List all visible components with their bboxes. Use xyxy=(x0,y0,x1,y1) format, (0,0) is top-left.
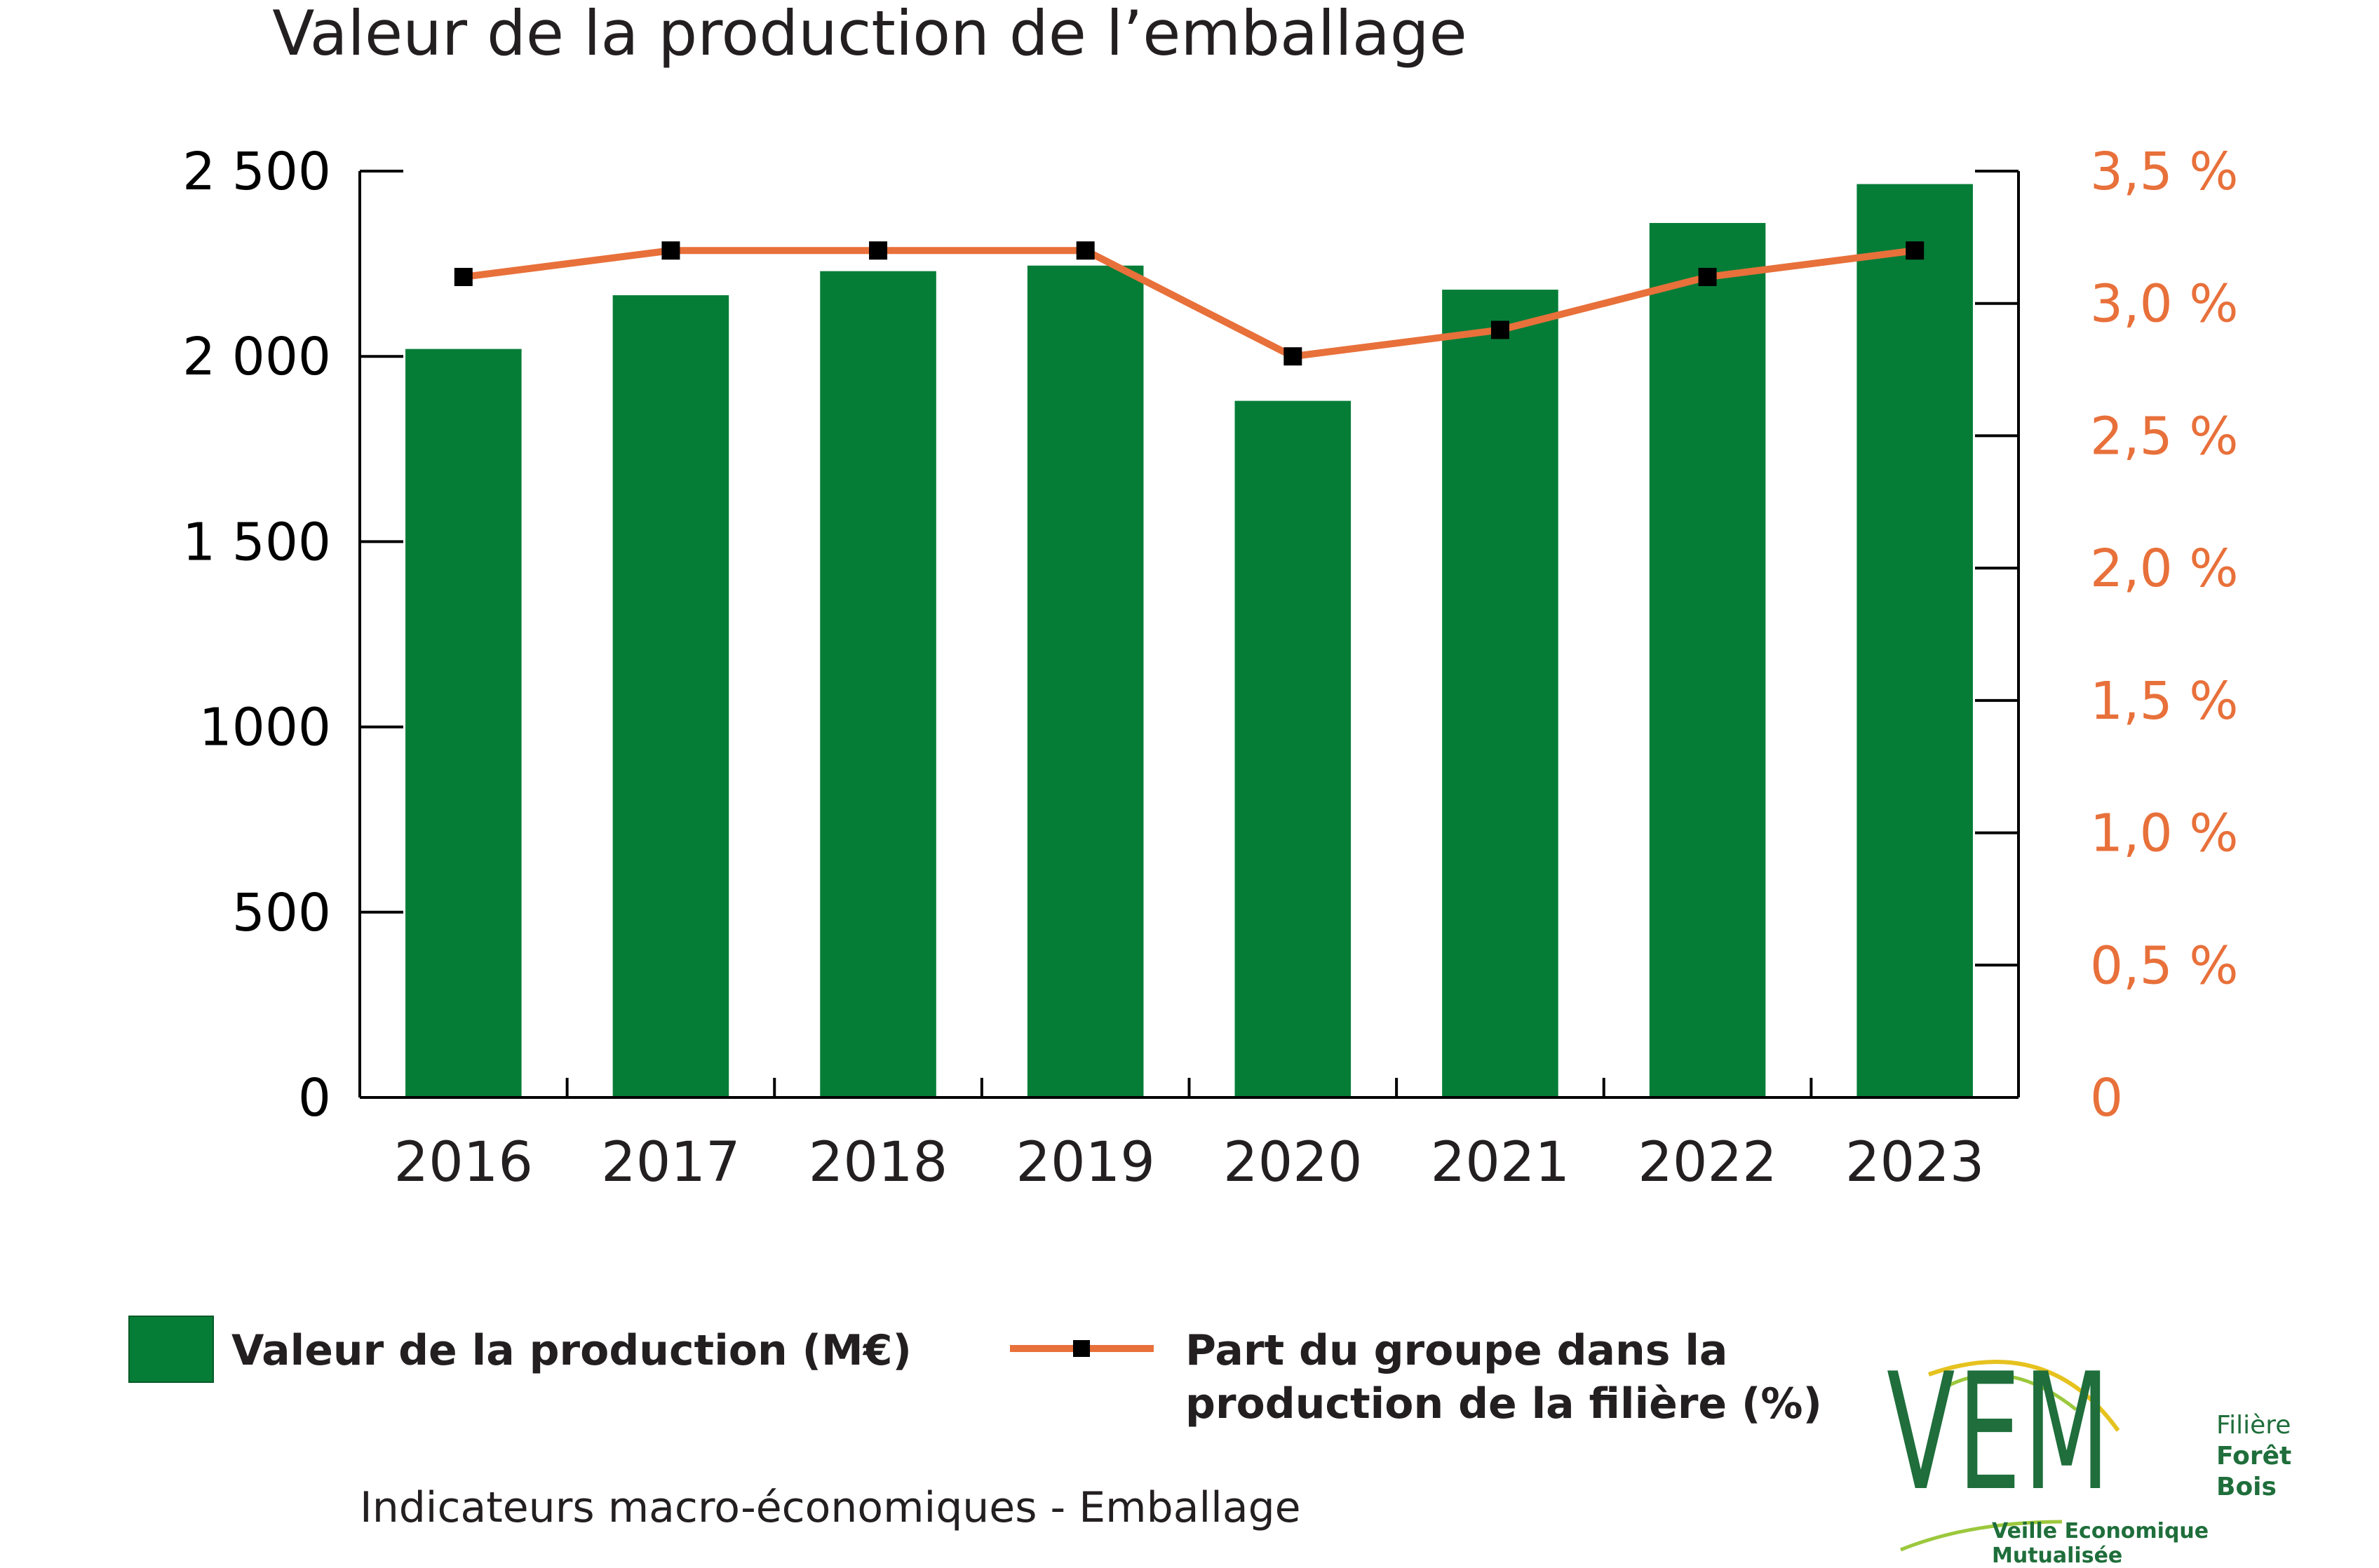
left-tick-label: 2 500 xyxy=(182,142,331,202)
right-tick-label: 2,5 % xyxy=(2090,406,2239,466)
vem-logo: VEM Filière Forêt Bois Veille Economique… xyxy=(1887,1339,2307,1568)
line-point-2016 xyxy=(454,267,473,286)
x-axis-ticks: 2016 2017 2018 2019 2020 2021 2022 2023 xyxy=(394,1078,1985,1194)
axes xyxy=(358,171,2020,1099)
legend-line-label: Part du groupe dans la production de la … xyxy=(1185,1324,1822,1431)
bar-series xyxy=(405,184,1973,1098)
x-tick-label: 2018 xyxy=(809,1131,948,1194)
chart-title: Valeur de la production de l’emballage xyxy=(272,0,1467,69)
x-tick-label: 2016 xyxy=(394,1131,534,1194)
legend-bar-swatch xyxy=(128,1316,214,1383)
bar-2023 xyxy=(1856,184,1973,1097)
right-axis-ticks: 0 0,5 % 1,0 % 1,5 % 2,0 % 2,5 % 3,0 % 3,5 % xyxy=(1975,142,2239,1128)
x-tick-label: 2022 xyxy=(1638,1131,1777,1194)
line-point-2020 xyxy=(1283,347,1302,366)
left-tick-label: 2 000 xyxy=(182,327,331,387)
logo-tagline: Veille Economique Mutualisée xyxy=(1992,1519,2209,1568)
right-tick-label: 3,5 % xyxy=(2090,142,2239,202)
line-point-2018 xyxy=(869,241,888,260)
legend-line-label-1: Part du groupe dans la xyxy=(1185,1326,1728,1375)
legend-bar-label: Valeur de la production (M€) xyxy=(231,1326,912,1375)
line-point-2021 xyxy=(1490,320,1509,339)
right-tick-label: 1,5 % xyxy=(2090,671,2239,731)
x-tick-label: 2021 xyxy=(1431,1131,1570,1194)
right-tick-label: 3,0 % xyxy=(2090,274,2239,334)
line-series xyxy=(454,241,1925,366)
bar-2017 xyxy=(612,295,729,1097)
right-tick-label: 1,0 % xyxy=(2090,804,2239,864)
logo-line-2: Forêt xyxy=(2216,1442,2292,1471)
bar-2020 xyxy=(1234,400,1352,1097)
left-tick-label: 1 500 xyxy=(182,512,331,572)
line-point-2023 xyxy=(1906,241,1925,260)
left-axis-ticks: 0 500 1000 1 500 2 000 2 500 xyxy=(182,142,403,1128)
line-point-2022 xyxy=(1698,267,1717,286)
bar-2018 xyxy=(820,271,936,1098)
logo-line-3: Bois xyxy=(2216,1473,2277,1501)
left-tick-label: 0 xyxy=(298,1068,331,1128)
logo-line-1: Filière xyxy=(2216,1411,2291,1440)
x-tick-label: 2019 xyxy=(1016,1131,1155,1194)
footer-note: Indicateurs macro-économiques - Emballag… xyxy=(360,1483,1301,1532)
logo-letters: VEM xyxy=(1887,1339,2112,1527)
right-tick-label: 0 xyxy=(2090,1068,2123,1128)
bar-2022 xyxy=(1649,222,1766,1097)
legend-line-label-2: production de la filière (%) xyxy=(1185,1379,1822,1428)
x-tick-label: 2020 xyxy=(1223,1131,1363,1194)
line-point-2017 xyxy=(661,241,680,260)
x-tick-label: 2017 xyxy=(601,1131,741,1194)
left-tick-label: 500 xyxy=(232,883,331,943)
legend-line-marker xyxy=(1073,1340,1090,1357)
right-tick-label: 2,0 % xyxy=(2090,539,2239,599)
line-point-2019 xyxy=(1076,241,1095,260)
line-path xyxy=(463,247,1915,360)
bar-2021 xyxy=(1442,290,1558,1097)
right-tick-label: 0,5 % xyxy=(2090,935,2239,996)
bar-2016 xyxy=(405,349,522,1098)
logo-arcs xyxy=(1900,1360,2120,1552)
bar-2019 xyxy=(1027,265,1144,1098)
x-tick-label: 2023 xyxy=(1845,1131,1985,1194)
left-tick-label: 1000 xyxy=(199,698,331,758)
